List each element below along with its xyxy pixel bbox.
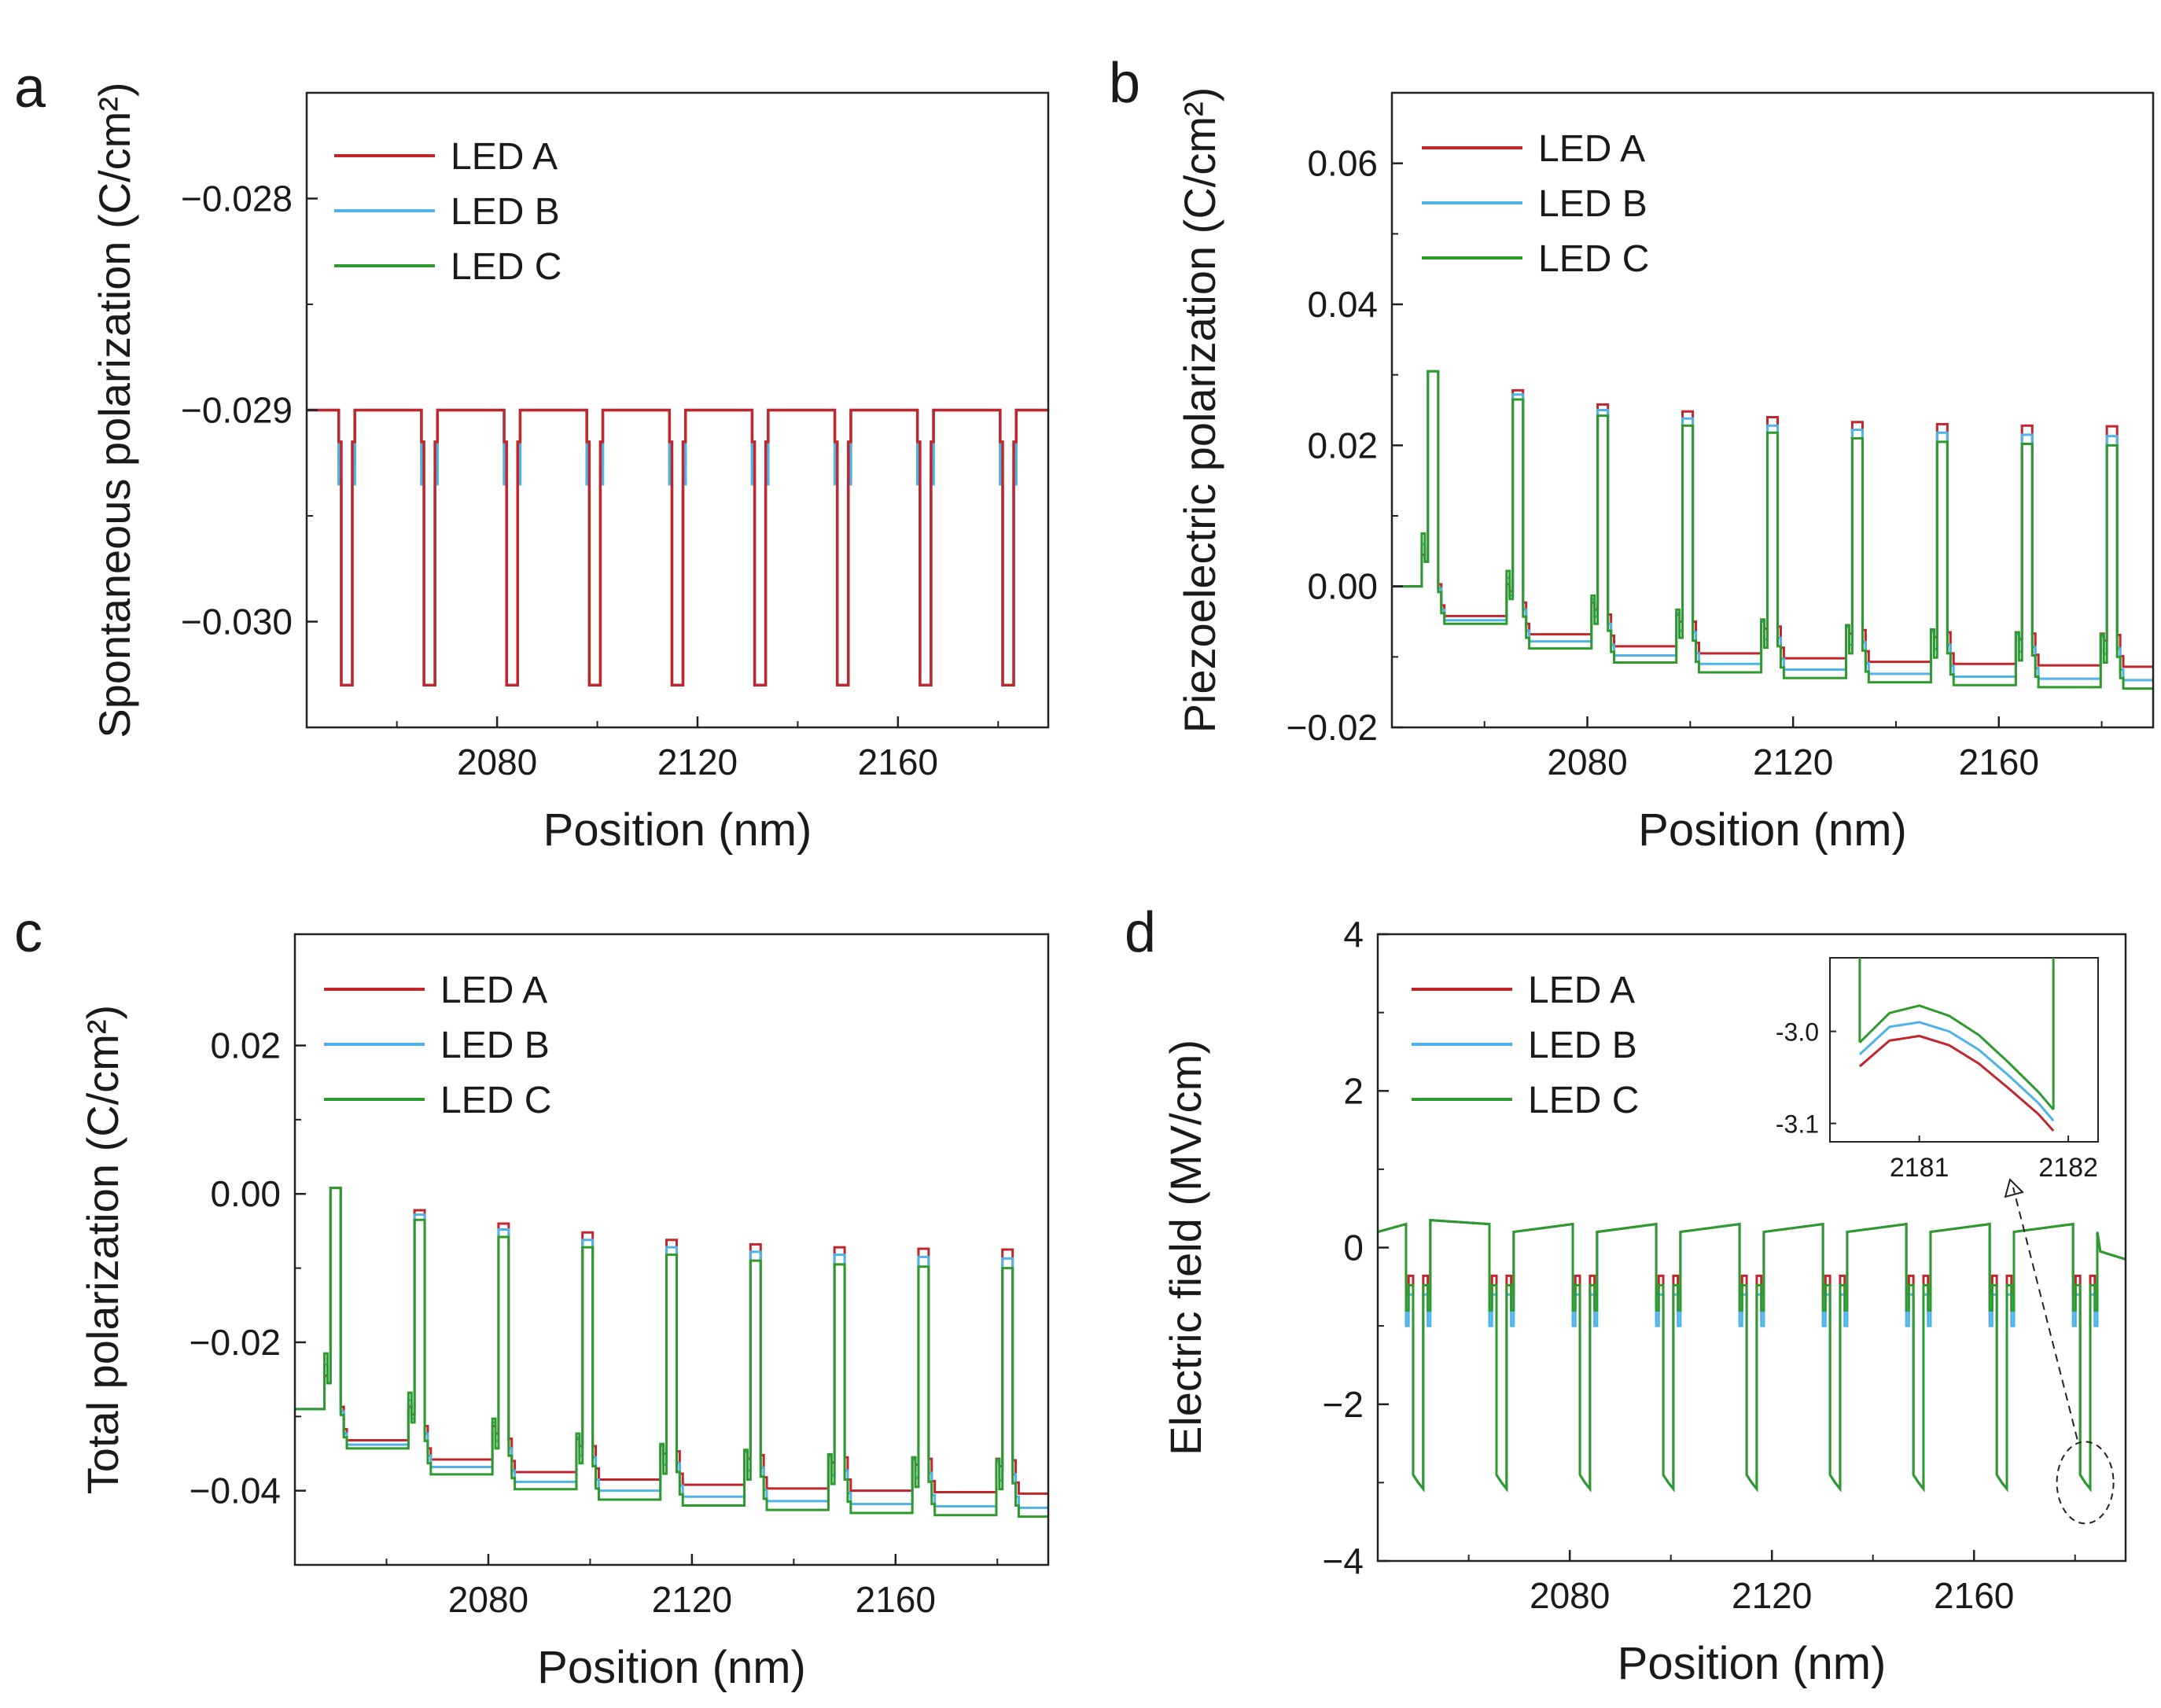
inset-x-tick-label: 2182 — [2038, 1153, 2098, 1183]
y-tick-label: −0.029 — [181, 390, 293, 431]
legend-label: LED B — [440, 1025, 550, 1066]
y-tick-label: 0.00 — [1307, 566, 1378, 607]
y-tick-label: 0.02 — [210, 1025, 281, 1066]
y-tick-label: −0.030 — [181, 602, 293, 642]
y-tick-label: −4 — [1323, 1541, 1364, 1581]
x-tick-label: 2080 — [457, 742, 537, 782]
inset-connector-line — [2012, 1187, 2078, 1440]
chart-b: 2080 2120 2160 0.06 0.04 0.02 0.00 −0.02 Positio… — [1175, 87, 2155, 856]
series-line-led-c — [307, 409, 1048, 687]
x-tick-label: 2120 — [657, 742, 738, 782]
series-line-led-a — [1392, 370, 2153, 668]
y-tick-label: 2 — [1343, 1070, 1364, 1111]
y-tick-label: 0 — [1343, 1228, 1364, 1268]
y-tick-label: 0.00 — [210, 1173, 281, 1214]
series-line-led-b — [307, 408, 1048, 687]
plot-frame-c — [293, 933, 1050, 1566]
y-tick-label: −0.02 — [190, 1322, 281, 1363]
inset-series-led-c — [1858, 1004, 2055, 1111]
x-axis-title: Position (nm) — [1618, 1638, 1887, 1689]
x-tick-label: 2160 — [856, 1579, 936, 1620]
inset-arrowhead — [2004, 1178, 2024, 1198]
series-line-led-c — [295, 1187, 1048, 1518]
series-line-led-b — [1392, 370, 2153, 682]
chart-a: 2080 2120 2160 −0.028 −0.029 −0.030 Position (… — [90, 82, 1050, 856]
panel-label-a: a — [14, 57, 46, 120]
series-line-led-a — [295, 1187, 1048, 1495]
x-tick-label: 2120 — [1753, 742, 1833, 782]
x-tick-label: 2160 — [1934, 1575, 2014, 1616]
legend-label: LED B — [451, 191, 560, 233]
inset-chart: 2181 2182 -3.0 -3.1 — [1776, 957, 2099, 1440]
x-tick-label: 2080 — [1530, 1575, 1610, 1616]
series-line-led-c — [1377, 1219, 2126, 1493]
inset-y-tick-label: -3.1 — [1776, 1110, 1819, 1139]
x-tick-label: 2160 — [1959, 742, 2039, 782]
inset-frame — [1829, 957, 2099, 1143]
panel-label-c: c — [14, 901, 42, 964]
legend-label: LED C — [440, 1080, 551, 1121]
inset-series-led-a — [1858, 1034, 2055, 1132]
y-axis-title: Piezoelectric polarization (C/cm²) — [1175, 87, 1224, 734]
x-tick-label: 2080 — [448, 1579, 528, 1620]
series-line-led-a — [307, 408, 1048, 687]
y-tick-label: 4 — [1343, 914, 1364, 955]
chart-d: 2080 2120 2160 4 2 0 −2 −4 Position (nm) Electric… — [1161, 914, 2127, 1689]
legend-label: LED A — [1528, 970, 1635, 1011]
x-axis-title: Position (nm) — [1638, 804, 1907, 856]
legend-label: LED C — [1538, 238, 1649, 280]
panel-label-d: d — [1125, 901, 1156, 964]
x-axis-title: Position (nm) — [543, 804, 812, 856]
series-line-led-c — [1392, 370, 2153, 690]
series-line-led-b — [295, 1187, 1048, 1509]
legend-label: LED A — [451, 136, 558, 178]
panel-label-b: b — [1109, 52, 1140, 115]
inset-y-tick-label: -3.0 — [1776, 1018, 1819, 1047]
y-axis-title: Electric field (MV/cm) — [1161, 1040, 1210, 1456]
x-tick-label: 2160 — [858, 742, 938, 782]
x-tick-label: 2120 — [652, 1579, 732, 1620]
inset-x-tick-label: 2181 — [1890, 1153, 1949, 1183]
y-tick-label: −0.04 — [190, 1471, 281, 1511]
x-axis-title: Position (nm) — [537, 1642, 806, 1693]
plot-frame-b — [1390, 91, 2155, 729]
chart-c: 2080 2120 2160 0.02 0.00 −0.02 −0.04 Position (… — [78, 933, 1050, 1693]
highlight-ellipse — [2056, 1441, 2115, 1525]
x-tick-label: 2120 — [1732, 1575, 1812, 1616]
legend-label: LED B — [1528, 1025, 1637, 1066]
legend-label: LED A — [1538, 128, 1645, 170]
legend-label: LED C — [1528, 1080, 1639, 1121]
y-tick-label: −0.02 — [1287, 707, 1378, 748]
y-axis-title: Total polarization (C/cm²) — [78, 1005, 127, 1494]
y-tick-label: 0.04 — [1307, 284, 1378, 325]
legend-label: LED C — [451, 246, 561, 288]
y-tick-label: −0.028 — [181, 179, 293, 219]
legend-label: LED A — [440, 970, 547, 1011]
y-axis-title: Spontaneous polarization (C/cm²) — [90, 82, 139, 738]
y-tick-label: 0.02 — [1307, 425, 1378, 466]
inset-series-led-b — [1858, 1021, 2055, 1122]
legend-label: LED B — [1538, 183, 1647, 225]
x-tick-label: 2080 — [1547, 742, 1627, 782]
y-tick-label: −2 — [1323, 1384, 1364, 1425]
y-tick-label: 0.06 — [1307, 143, 1378, 184]
